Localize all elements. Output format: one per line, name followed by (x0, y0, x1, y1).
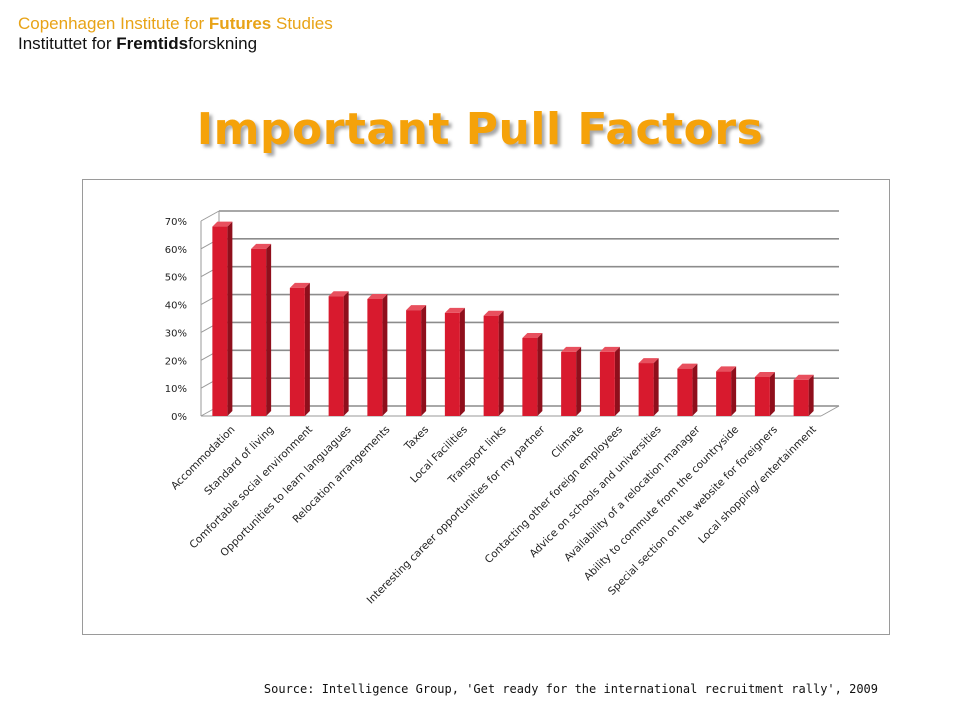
bar (561, 351, 577, 416)
bar-side (653, 358, 659, 416)
source-citation: Source: Intelligence Group, 'Get ready f… (263, 682, 878, 696)
bar-top (677, 363, 698, 369)
x-tick-label: Taxes (402, 424, 432, 454)
bar-top (406, 305, 427, 311)
bar-top (754, 372, 775, 377)
bar-top (561, 346, 582, 352)
bar-side (808, 374, 814, 416)
bar (754, 377, 770, 416)
bar-side (266, 243, 272, 416)
floor-side (820, 405, 840, 417)
bar-side (382, 294, 388, 416)
y-tick-label: 20% (165, 356, 187, 367)
bar-side (537, 333, 543, 416)
bar-side (692, 363, 698, 416)
bar-top (638, 358, 659, 364)
bar-side (421, 305, 427, 416)
bar-side (459, 307, 465, 416)
bar-top (328, 291, 349, 297)
bar-top (251, 243, 272, 249)
x-tick-label: Contacting other foreign employees (483, 424, 625, 566)
bar-top (522, 333, 543, 338)
y-tick-label: 40% (165, 301, 187, 312)
bar (599, 351, 615, 416)
bar (483, 315, 499, 416)
bar (367, 299, 383, 416)
bar-side (227, 221, 233, 416)
x-tick-label: Standard of living (202, 424, 276, 498)
bar (328, 296, 344, 416)
chart-frame: 0% 10% 20% 30% 40% 50% 60% 70% Accommodation Stan… (82, 179, 890, 635)
bar-top (483, 310, 504, 316)
x-tick-label: Availability of a relocation manager (562, 423, 703, 564)
bar (793, 379, 809, 416)
bar (638, 363, 654, 416)
bar (406, 310, 422, 416)
bar-side (769, 372, 775, 416)
y-tick-label: 50% (165, 273, 187, 284)
bar-top (716, 366, 737, 372)
slide-title: Important Pull Factors (196, 104, 764, 155)
bar (289, 287, 305, 416)
y-tick-label: 10% (165, 384, 187, 395)
bar-side (576, 346, 582, 416)
bar-side (614, 346, 620, 416)
x-tick-label: Interesting career opportunities for my … (365, 423, 548, 606)
bar-top (212, 221, 233, 227)
y-tick-label: 70% (165, 217, 187, 228)
bar-top (599, 346, 620, 352)
y-tick-label: 60% (165, 245, 187, 256)
org-name-danish: Instituttet for Fremtidsforskning (18, 34, 258, 53)
bar (251, 248, 267, 416)
gridline-depth (200, 210, 220, 222)
bar-top (444, 307, 465, 313)
y-tick-label: 0% (171, 412, 187, 423)
bar (444, 312, 460, 416)
x-tick-label: Accommodation (169, 424, 238, 493)
bar-top (289, 282, 310, 288)
bar (677, 368, 693, 416)
bar-chart: 0% 10% 20% 30% 40% 50% 60% 70% AccommodationStan… (165, 210, 840, 606)
x-tick-label: Climate (549, 424, 586, 461)
bar-side (731, 366, 737, 416)
bar-side (304, 282, 310, 416)
bar (212, 226, 228, 416)
bar (522, 338, 538, 416)
bar-top (793, 374, 814, 380)
bar-side (498, 310, 504, 416)
org-name-english: Copenhagen Institute for Futures Studies (18, 14, 333, 33)
bar-top (367, 294, 388, 299)
organization-header: Copenhagen Institute for Futures Studies… (18, 14, 333, 54)
bar (716, 371, 732, 416)
bar-side (343, 291, 349, 416)
y-tick-label: 30% (165, 328, 187, 339)
